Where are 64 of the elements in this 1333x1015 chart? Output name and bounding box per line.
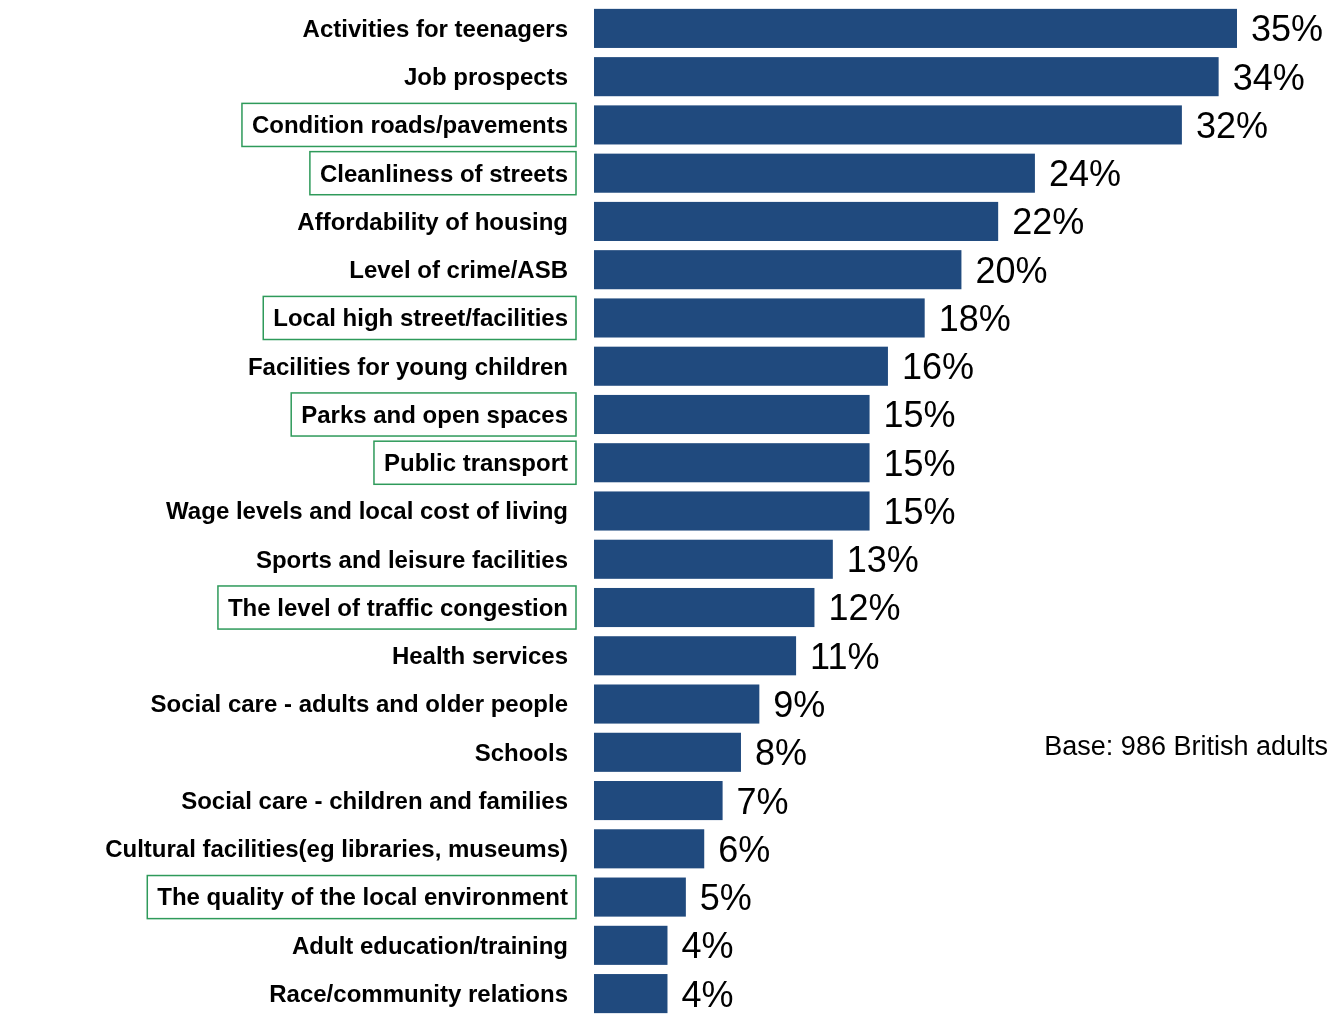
data-label: 18% (938, 297, 1011, 339)
data-label: 24% (1048, 153, 1121, 195)
y-tick-label: Facilities for young children (247, 352, 568, 380)
y-tick-label: Level of crime/ASB (349, 256, 568, 284)
data-label: 11% (810, 635, 880, 677)
data-label: 5% (699, 877, 752, 919)
bar (594, 781, 723, 821)
bar (594, 491, 870, 531)
y-tick-label: Local high street/facilities (273, 304, 568, 332)
y-tick-label: Race/community relations (269, 979, 568, 1007)
y-tick-label: Job prospects (403, 63, 568, 91)
bar (594, 925, 668, 965)
bar (594, 974, 668, 1014)
data-label: 12% (828, 587, 901, 629)
data-label: 8% (754, 732, 807, 774)
data-label: 16% (901, 346, 975, 388)
bar (594, 587, 815, 628)
y-tick-label: Health services (391, 642, 568, 670)
data-label: 6% (718, 828, 771, 870)
bar (594, 732, 741, 772)
data-label: 15% (883, 490, 956, 532)
y-tick-label: Cultural facilities(eg libraries, museums) (105, 835, 568, 863)
y-tick-label: Adult education/training (292, 931, 568, 959)
bar (594, 8, 1237, 48)
bar (594, 829, 705, 869)
bar (594, 105, 1182, 145)
y-tick-label: Sports and leisure facilities (255, 545, 568, 573)
y-tick-label: Condition roads/pavements (251, 111, 568, 139)
y-tick-label: Parks and open spaces (301, 400, 568, 428)
data-label: 4% (681, 925, 734, 967)
bar (594, 443, 870, 483)
bar (594, 684, 760, 724)
bar (594, 877, 686, 917)
data-label: 4% (681, 973, 734, 1015)
bar (594, 298, 925, 338)
bar (594, 394, 870, 435)
y-tick-label: Wage levels and local cost of living (166, 497, 568, 525)
y-tick-label: Schools (474, 738, 568, 766)
annotation: Base: 986 British adults (1044, 731, 1328, 761)
y-tick-label: The quality of the local environment (157, 883, 569, 911)
data-label: 13% (846, 539, 919, 581)
bar (594, 57, 1219, 97)
bar (594, 153, 1035, 193)
data-label: 32% (1195, 104, 1268, 146)
y-tick-label: Social care - adults and older people (150, 690, 568, 718)
y-tick-label: The level of traffic congestion (227, 593, 568, 621)
bar (594, 539, 833, 579)
data-label: 20% (975, 249, 1048, 291)
bar (594, 250, 962, 290)
data-label: 22% (1012, 201, 1085, 243)
bar (594, 201, 999, 241)
data-label: 34% (1232, 56, 1305, 98)
y-tick-label: Social care - children and families (181, 786, 568, 814)
data-label: 9% (773, 684, 826, 725)
bar (594, 636, 797, 676)
bar (594, 346, 888, 386)
data-label: 35% (1251, 8, 1324, 50)
data-label: 15% (883, 442, 956, 484)
y-tick-label: Affordability of housing (297, 207, 568, 235)
y-tick-label: Cleanliness of streets (319, 159, 568, 187)
y-tick-label: Public transport (383, 449, 568, 477)
data-label: 15% (883, 394, 956, 436)
y-tick-label: Activities for teenagers (302, 14, 568, 42)
data-label: 7% (736, 780, 789, 822)
